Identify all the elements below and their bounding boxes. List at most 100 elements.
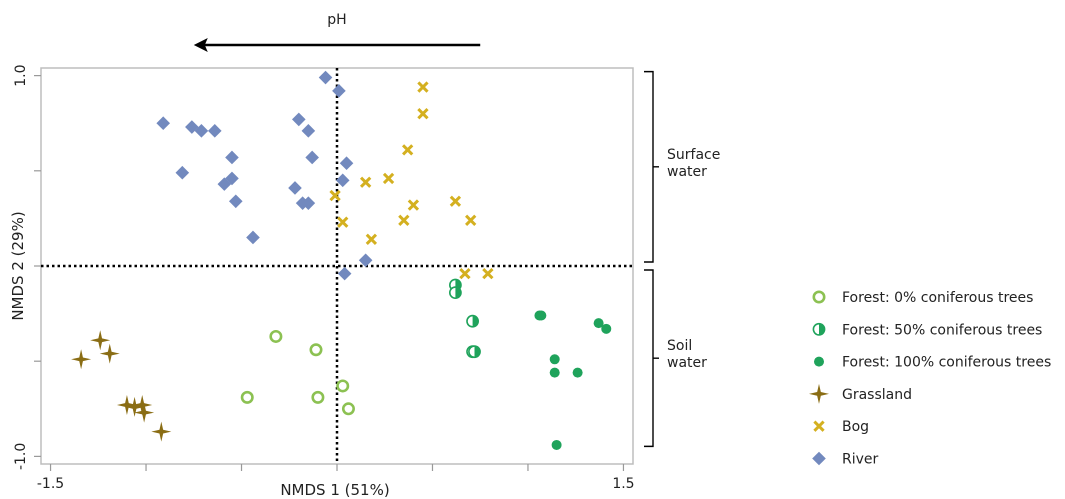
data-point [225,150,239,165]
data-point [358,253,373,268]
legend-label: Forest: 0% coniferous trees [842,290,1033,306]
legend-marker [812,322,826,336]
series-2 [534,310,612,450]
data-point [90,330,111,351]
series-1 [448,278,481,359]
ph-arrow-label: pH [327,12,346,28]
group-bracket [644,70,659,263]
data-point [246,230,260,245]
data-point [311,390,325,404]
legend-label: Grassland [842,387,912,403]
data-point [309,343,323,357]
data-point [228,194,243,209]
data-point [365,233,378,246]
legend-marker [812,290,826,304]
data-point [417,108,429,120]
data-point [156,116,171,131]
data-point [318,70,333,85]
data-point [341,402,355,416]
series-0 [240,329,355,416]
legend-marker-fill [819,323,825,335]
data-point [301,196,316,210]
data-point [134,402,155,423]
group-label: Surface water [667,147,720,180]
data-point [449,195,462,207]
data-point [466,314,479,328]
data-point [398,214,410,226]
data-point [132,394,153,415]
data-point [332,84,346,98]
data-point [207,124,222,138]
y-tick-label: 1.0 [13,64,29,86]
legend-item: River [812,451,879,468]
data-point [339,156,354,170]
data-point [382,172,395,185]
data-point [124,396,145,417]
data-point [336,379,350,393]
data-point [448,286,462,300]
data-point [217,177,232,191]
data-point [337,266,352,281]
data-point [288,181,302,195]
legend-label: Forest: 100% coniferous trees [842,355,1051,371]
data-point [401,144,414,156]
data-point [329,189,341,202]
data-point [151,421,172,442]
x-tick-label: 1.5 [612,476,634,492]
y-tick-label: -1.0 [13,443,29,470]
group-label: Soil water [667,338,707,371]
legend-marker [812,451,826,466]
x-axis-title: NMDS 1 (51%) [280,481,389,499]
data-point [407,199,420,211]
legend-item: Grassland [809,383,912,404]
legend-item: Bog [813,419,869,435]
data-point [240,390,254,404]
data-point [536,310,547,321]
legend-label: Bog [842,419,869,435]
data-point [335,173,350,188]
legend-marker [809,383,829,404]
data-point [292,112,306,127]
legend-label: River [842,452,879,468]
data-point [549,354,560,365]
data-point [116,394,137,415]
data-point [337,216,349,228]
series-5 [156,70,373,281]
legend-marker [814,356,824,367]
data-point [482,267,494,280]
group-bracket [644,269,659,448]
data-point [549,367,560,378]
data-point-fill [472,315,479,327]
legend-item: Forest: 50% coniferous trees [812,322,1042,338]
y-axis-title: NMDS 2 (29%) [9,211,27,320]
group-label-line: water [667,164,707,180]
data-point [551,439,562,450]
data-point [468,345,481,359]
data-point-fill [455,287,462,299]
group-label-line: Surface [667,147,720,163]
data-point [459,267,471,280]
data-point [417,81,429,93]
data-point [593,318,604,329]
data-point-fill [474,346,481,358]
series-4 [329,81,494,280]
group-label-line: water [667,355,707,371]
legend-marker [813,420,825,432]
series-3 [71,330,172,442]
legend-label: Forest: 50% coniferous trees [842,322,1042,338]
data-point [71,349,92,370]
x-tick-label: -1.5 [37,476,64,492]
data-point [175,165,190,180]
data-point [99,343,120,364]
data-point [269,329,283,343]
data-point [185,120,199,134]
data-point [572,367,583,378]
group-label-line: Soil [667,338,692,354]
data-point [301,124,316,138]
ph-arrow-head [193,38,208,52]
data-point [359,176,372,188]
data-point [305,150,319,165]
data-point [465,214,477,226]
data-point [601,323,612,334]
